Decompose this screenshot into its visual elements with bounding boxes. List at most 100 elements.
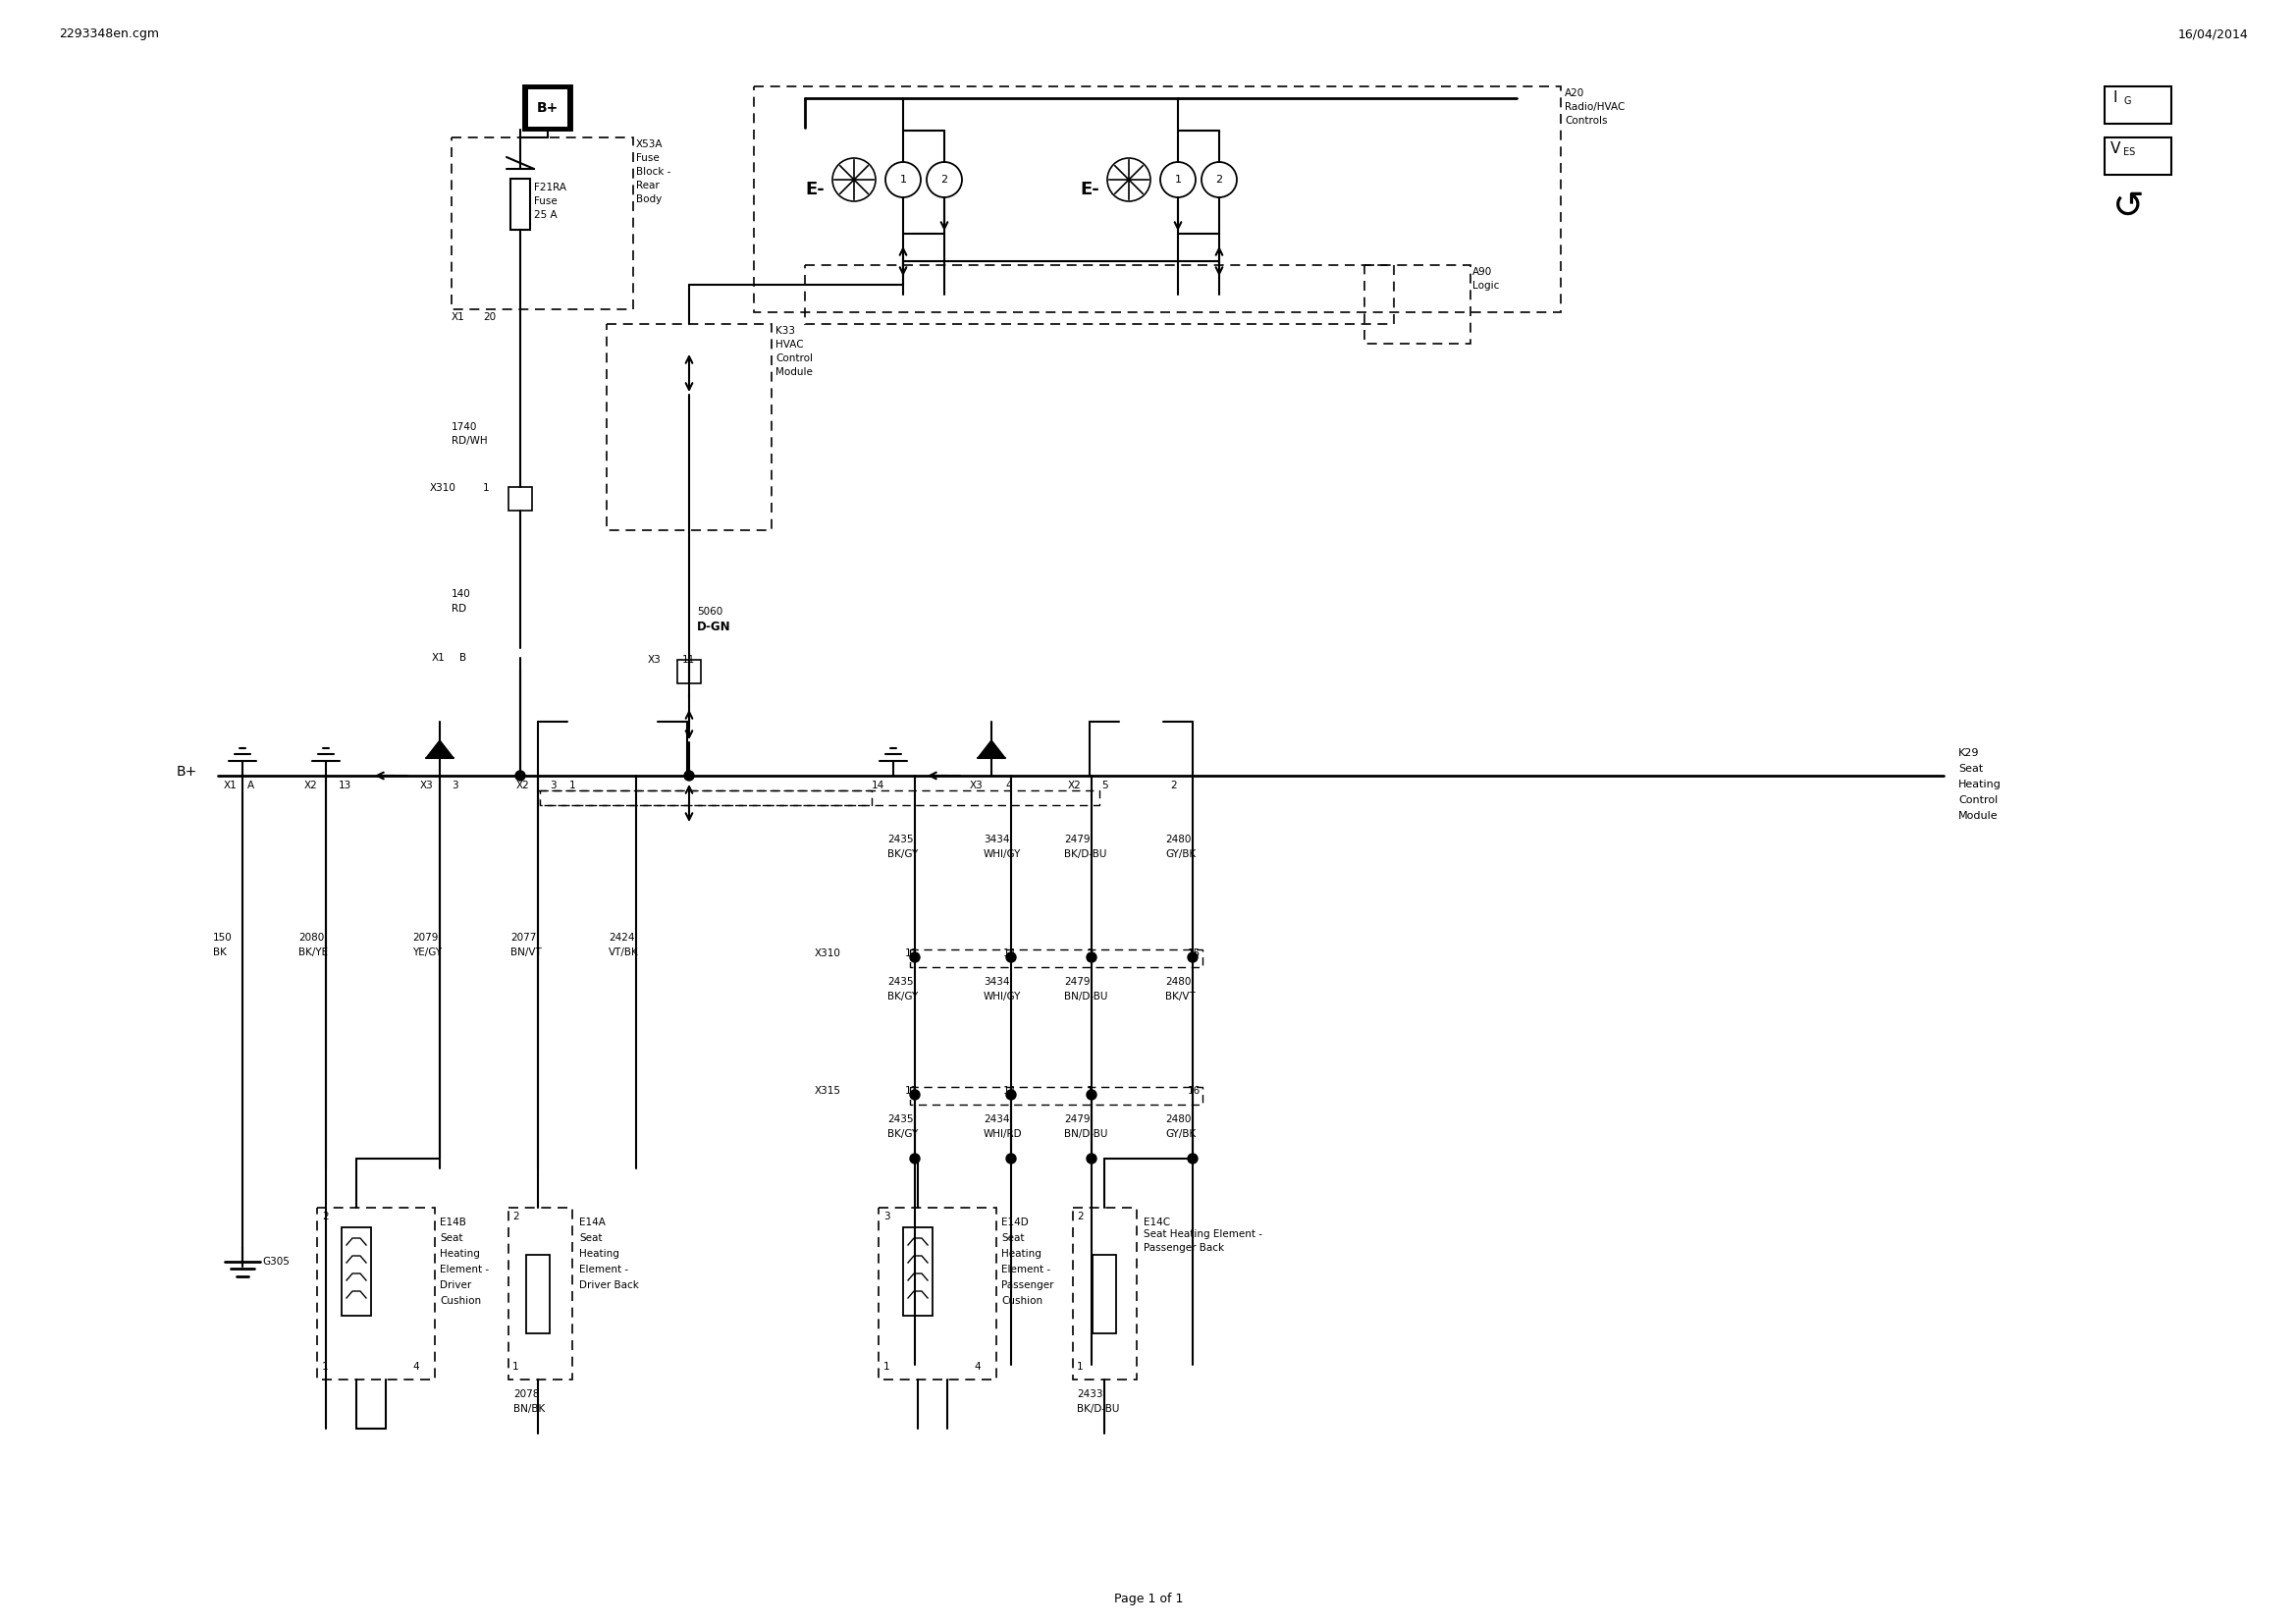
Text: X1: X1 [452, 312, 466, 322]
Circle shape [1086, 1090, 1097, 1099]
Circle shape [1159, 162, 1196, 198]
Text: Control: Control [776, 354, 813, 364]
Text: Heating: Heating [441, 1249, 480, 1259]
Text: 25 A: 25 A [535, 209, 558, 219]
Text: 14: 14 [872, 781, 884, 791]
Text: Body: Body [636, 195, 661, 205]
Text: F21RA: F21RA [535, 182, 567, 193]
Text: X310: X310 [429, 482, 457, 494]
Text: BK/VT: BK/VT [1164, 992, 1196, 1002]
Text: ↺: ↺ [2112, 188, 2144, 226]
Text: RD: RD [452, 604, 466, 614]
Bar [606, 325, 771, 529]
Text: 3: 3 [549, 781, 556, 791]
Text: GY/BK: GY/BK [1164, 849, 1196, 859]
Text: V: V [2110, 141, 2122, 156]
Text: BN/D-BU: BN/D-BU [1063, 992, 1107, 1002]
Text: 11: 11 [905, 1086, 918, 1096]
Text: Passenger: Passenger [1001, 1280, 1054, 1289]
Bar [753, 86, 1561, 312]
Text: Driver Back: Driver Back [579, 1280, 638, 1289]
Text: 3434: 3434 [983, 835, 1010, 844]
Text: Cushion: Cushion [441, 1296, 482, 1306]
Text: Fuse: Fuse [636, 153, 659, 162]
Text: B+: B+ [177, 765, 197, 778]
Text: E14A: E14A [579, 1218, 606, 1228]
Bar [806, 265, 1394, 325]
Text: I: I [2112, 91, 2117, 106]
Text: Seat: Seat [579, 1233, 602, 1242]
Text: A90: A90 [1472, 266, 1492, 276]
Circle shape [928, 162, 962, 198]
Text: X3: X3 [420, 781, 434, 791]
Circle shape [909, 1090, 921, 1099]
Bar [317, 1208, 434, 1379]
Text: D-GN: D-GN [698, 620, 730, 633]
Text: 1: 1 [1176, 175, 1182, 185]
Text: Seat: Seat [1001, 1233, 1024, 1242]
Text: E14D: E14D [1001, 1218, 1029, 1228]
Text: BK/GY: BK/GY [886, 1129, 918, 1138]
Text: 2: 2 [1171, 781, 1176, 791]
Text: Control: Control [1958, 796, 1998, 806]
Text: Rear: Rear [636, 180, 659, 190]
Text: 1: 1 [1086, 1086, 1093, 1096]
Text: 3434: 3434 [983, 978, 1010, 987]
Circle shape [514, 771, 526, 781]
Text: Heating: Heating [1958, 780, 2002, 789]
Bar [540, 791, 1100, 806]
Text: G305: G305 [262, 1257, 289, 1267]
Text: X3: X3 [969, 781, 983, 791]
Text: 2079: 2079 [413, 932, 439, 942]
Bar [507, 487, 533, 510]
Text: 2293348en.cgm: 2293348en.cgm [60, 28, 158, 41]
Text: X315: X315 [815, 1086, 840, 1096]
Circle shape [1006, 952, 1015, 963]
Text: Module: Module [1958, 810, 1998, 820]
Text: ES: ES [2124, 148, 2135, 158]
Text: WHI/RD: WHI/RD [983, 1129, 1022, 1138]
Text: E14B: E14B [441, 1218, 466, 1228]
Text: Controls: Controls [1564, 115, 1607, 125]
Text: 2433: 2433 [1077, 1390, 1102, 1400]
Circle shape [1201, 162, 1238, 198]
Text: 2077: 2077 [510, 932, 537, 942]
Text: RD/WH: RD/WH [452, 435, 487, 445]
Text: X53A: X53A [636, 140, 664, 149]
Text: BK/GY: BK/GY [886, 992, 918, 1002]
Text: E-: E- [806, 180, 824, 198]
Text: 2479: 2479 [1063, 835, 1091, 844]
Circle shape [1086, 952, 1097, 963]
Text: X1: X1 [432, 653, 445, 663]
Bar [528, 89, 567, 127]
Text: 2: 2 [1077, 1212, 1084, 1221]
Bar [342, 1228, 372, 1315]
Text: Seat: Seat [1958, 763, 1984, 773]
Text: 4: 4 [413, 1363, 418, 1372]
Text: A20: A20 [1564, 88, 1584, 97]
Bar [1364, 265, 1469, 344]
Circle shape [833, 158, 875, 201]
Text: K29: K29 [1958, 749, 1979, 758]
Bar [526, 1255, 549, 1333]
Text: Driver: Driver [441, 1280, 471, 1289]
Bar [2105, 86, 2172, 123]
Text: 2434: 2434 [983, 1114, 1010, 1124]
Text: 15: 15 [1187, 948, 1201, 958]
Text: BK/D-BU: BK/D-BU [1063, 849, 1107, 859]
Text: BK/GY: BK/GY [886, 849, 918, 859]
Bar [879, 1208, 996, 1379]
Text: Seat Heating Element -: Seat Heating Element - [1143, 1229, 1263, 1239]
Text: Passenger Back: Passenger Back [1143, 1242, 1224, 1252]
Bar [677, 659, 700, 684]
Text: BN/VT: BN/VT [510, 947, 542, 957]
Text: 2479: 2479 [1063, 978, 1091, 987]
Text: X2: X2 [1068, 781, 1081, 791]
Text: 2: 2 [321, 1212, 328, 1221]
Text: 1: 1 [512, 1363, 519, 1372]
Text: X310: X310 [815, 948, 840, 958]
Circle shape [1107, 158, 1150, 201]
Bar [523, 86, 572, 130]
Bar [537, 791, 872, 806]
Text: A: A [248, 781, 255, 791]
